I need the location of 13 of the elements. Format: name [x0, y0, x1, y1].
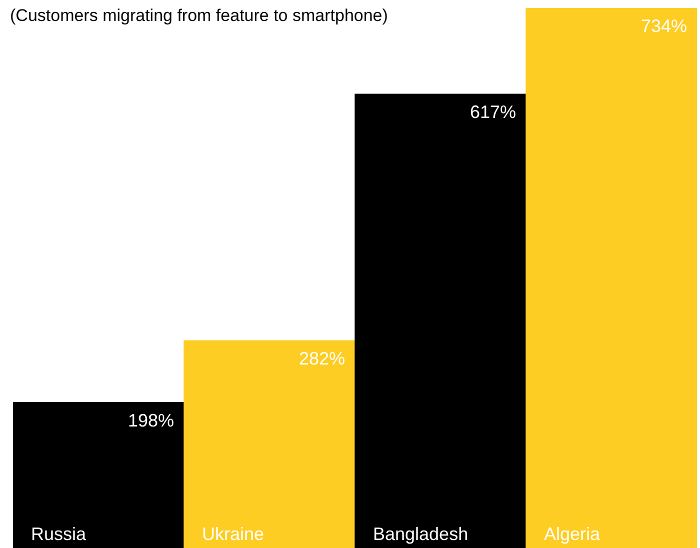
chart-title: (Customers migrating from feature to smartphone): [10, 6, 388, 26]
bar: [184, 340, 356, 548]
bar: [526, 8, 697, 548]
bar: [13, 402, 184, 548]
x-tick-label: Algeria: [544, 524, 602, 544]
x-tick-label: Ukraine: [202, 524, 264, 544]
data-label: 734%: [640, 16, 687, 36]
data-label: 198%: [128, 410, 174, 430]
data-label: 617%: [470, 102, 516, 122]
data-label: 282%: [298, 348, 345, 369]
x-tick-label: Bangladesh: [373, 524, 468, 544]
bar: [354, 94, 526, 548]
x-tick-label: Russia: [31, 524, 88, 544]
